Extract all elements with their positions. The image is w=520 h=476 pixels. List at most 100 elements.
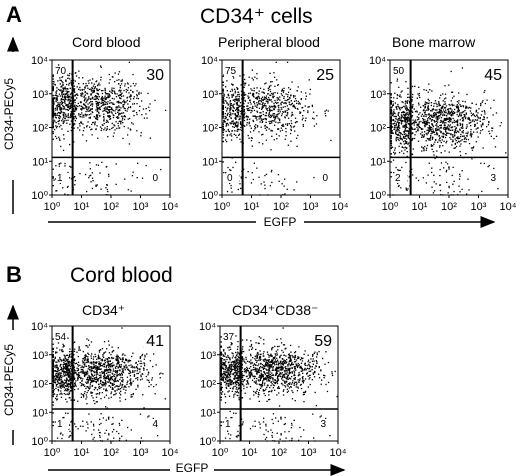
- scatter-point: [307, 111, 309, 114]
- scatter-point: [117, 116, 119, 118]
- scatter-point: [417, 179, 420, 182]
- scatter-point: [390, 82, 392, 84]
- scatter-point: [70, 421, 72, 423]
- scatter-point: [115, 112, 117, 114]
- scatter-point: [112, 76, 114, 78]
- scatter-point: [85, 387, 87, 390]
- scatter-point: [290, 100, 292, 102]
- scatter-point: [118, 114, 120, 116]
- scatter-point: [97, 164, 100, 166]
- scatter-point: [398, 122, 400, 124]
- scatter-point: [422, 118, 425, 120]
- scatter-point: [113, 114, 115, 117]
- scatter-point: [270, 115, 273, 118]
- scatter-point: [274, 124, 276, 126]
- scatter-point: [68, 376, 70, 378]
- scatter-point: [129, 372, 132, 374]
- scatter-point: [390, 136, 392, 138]
- scatter-point: [456, 113, 458, 116]
- scatter-point: [391, 106, 393, 108]
- scatter-point: [297, 100, 300, 103]
- scatter-point: [430, 135, 432, 137]
- scatter-point: [145, 113, 147, 115]
- scatter-point: [106, 364, 108, 367]
- scatter-point: [67, 93, 69, 96]
- scatter-point: [101, 348, 104, 350]
- scatter-point: [109, 99, 111, 102]
- scatter-point: [479, 132, 481, 134]
- scatter-point: [96, 358, 98, 360]
- scatter-point: [64, 373, 67, 375]
- scatter-point: [60, 99, 62, 101]
- scatter-point: [100, 377, 102, 379]
- scatter-point: [92, 423, 95, 425]
- scatter-point: [115, 358, 117, 360]
- scatter-point: [439, 140, 441, 142]
- scatter-point: [67, 382, 69, 384]
- scatter-point: [73, 367, 75, 369]
- scatter-point: [125, 367, 127, 369]
- scatter-point: [256, 96, 258, 99]
- scatter-point: [427, 127, 429, 129]
- scatter-point: [63, 382, 66, 384]
- scatter-point: [258, 118, 260, 120]
- scatter-point: [418, 126, 421, 129]
- scatter-point: [62, 88, 64, 90]
- scatter-point: [132, 380, 134, 382]
- scatter-point: [395, 138, 397, 140]
- scatter-point: [407, 116, 409, 118]
- scatter-point: [81, 109, 83, 111]
- scatter-point: [118, 422, 120, 425]
- scatter-point: [96, 110, 98, 113]
- scatter-point: [290, 129, 292, 132]
- scatter-point: [58, 372, 60, 374]
- scatter-point: [403, 116, 405, 118]
- scatter-point: [67, 90, 69, 93]
- scatter-point: [124, 102, 126, 104]
- scatter-point: [281, 183, 283, 185]
- scatter-point: [414, 110, 417, 113]
- scatter-point: [66, 108, 69, 111]
- scatter-point: [93, 400, 95, 402]
- scatter-point: [91, 90, 93, 92]
- scatter-point: [271, 130, 274, 132]
- scatter-point: [249, 125, 251, 127]
- scatter-point: [61, 103, 63, 105]
- scatter-point: [286, 370, 288, 372]
- scatter-point: [56, 437, 59, 439]
- scatter-point: [412, 119, 414, 121]
- scatter-point: [61, 81, 63, 83]
- scatter-point: [112, 384, 114, 386]
- scatter-point: [74, 99, 76, 101]
- scatter-point: [267, 87, 269, 90]
- scatter-point: [408, 145, 411, 147]
- scatter-point: [83, 114, 85, 116]
- scatter-point: [93, 389, 96, 391]
- quadrant-lower-left-3-bg: [56, 419, 69, 429]
- scatter-point: [454, 129, 456, 131]
- scatter-point: [403, 133, 405, 135]
- scatter-point: [147, 92, 149, 95]
- scatter-point: [292, 126, 295, 128]
- scatter-point: [69, 378, 72, 380]
- scatter-point: [62, 417, 64, 419]
- scatter-point: [457, 137, 460, 140]
- scatter-point: [143, 365, 146, 367]
- scatter-point: [84, 94, 86, 96]
- scatter-point: [390, 134, 392, 137]
- scatter-point: [120, 107, 122, 109]
- scatter-point: [99, 434, 101, 437]
- scatter-point: [277, 84, 279, 87]
- scatter-point: [225, 360, 227, 363]
- scatter-point: [394, 102, 396, 104]
- scatter-point: [53, 376, 56, 378]
- plot-title-bone-marrow: Bone marrow: [392, 34, 476, 50]
- scatter-point: [229, 106, 231, 108]
- scatter-point: [323, 374, 325, 376]
- scatter-point: [483, 110, 485, 112]
- scatter-point: [247, 95, 249, 97]
- scatter-point: [119, 93, 121, 96]
- scatter-point: [106, 381, 108, 383]
- scatter-point: [117, 83, 120, 85]
- scatter-point: [146, 379, 148, 381]
